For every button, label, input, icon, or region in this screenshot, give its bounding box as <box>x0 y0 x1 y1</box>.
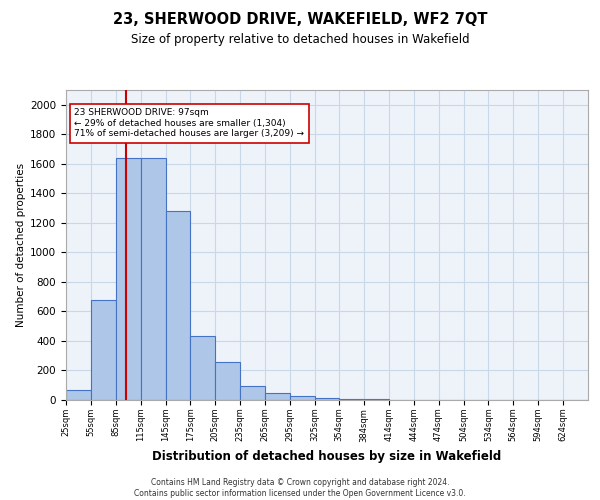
Bar <box>240 386 265 400</box>
Bar <box>315 398 339 400</box>
Text: Contains HM Land Registry data © Crown copyright and database right 2024.
Contai: Contains HM Land Registry data © Crown c… <box>134 478 466 498</box>
Bar <box>290 396 315 400</box>
Bar <box>140 158 166 400</box>
X-axis label: Distribution of detached houses by size in Wakefield: Distribution of detached houses by size … <box>152 450 502 463</box>
Text: Size of property relative to detached houses in Wakefield: Size of property relative to detached ho… <box>131 32 469 46</box>
Bar <box>116 158 140 400</box>
Y-axis label: Number of detached properties: Number of detached properties <box>16 163 26 327</box>
Text: 23, SHERWOOD DRIVE, WAKEFIELD, WF2 7QT: 23, SHERWOOD DRIVE, WAKEFIELD, WF2 7QT <box>113 12 487 28</box>
Bar <box>190 336 215 400</box>
Bar <box>166 211 190 400</box>
Bar <box>215 362 240 400</box>
Bar <box>265 392 290 400</box>
Text: 23 SHERWOOD DRIVE: 97sqm
← 29% of detached houses are smaller (1,304)
71% of sem: 23 SHERWOOD DRIVE: 97sqm ← 29% of detach… <box>74 108 304 138</box>
Bar <box>91 300 116 400</box>
Bar <box>339 399 364 400</box>
Bar <box>66 390 91 400</box>
